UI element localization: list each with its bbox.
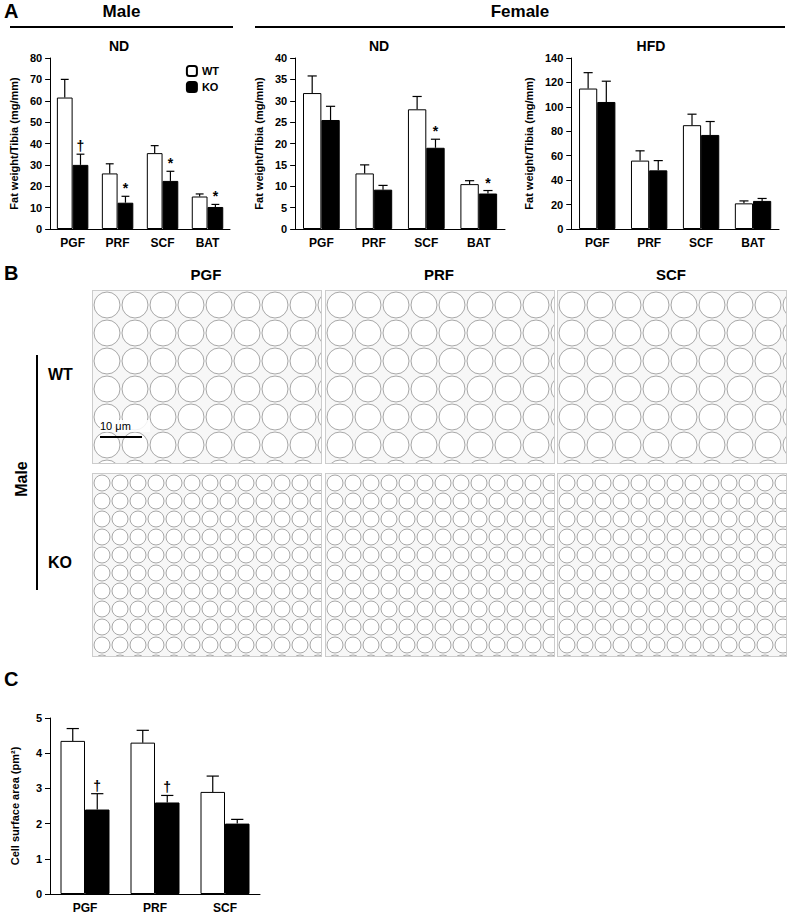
svg-text:PRF: PRF [362,236,386,250]
svg-text:PRF: PRF [106,236,130,250]
svg-text:0: 0 [36,888,42,900]
svg-text:PGF: PGF [309,236,334,250]
svg-text:20: 20 [30,180,42,192]
svg-text:PRF: PRF [637,236,661,250]
svg-text:10: 10 [275,180,287,192]
html-text:C: C [4,668,19,690]
html-text:B: B [4,262,19,284]
svg-text:50: 50 [30,116,42,128]
svg-text:PGF: PGF [585,236,610,250]
svg-text:40: 40 [30,138,42,150]
svg-text:5: 5 [281,202,287,214]
svg-text:HFD: HFD [637,38,666,54]
svg-text:60: 60 [551,150,563,162]
svg-text:10: 10 [30,202,42,214]
svg-text:25: 25 [275,116,287,128]
svg-text:†: † [163,779,171,795]
svg-text:*: * [433,123,439,139]
svg-text:SCF: SCF [151,236,175,250]
svg-text:1: 1 [36,853,42,865]
svg-text:BAT: BAT [467,236,491,250]
svg-text:5: 5 [36,712,42,724]
html-text:PGF: PGF [190,266,222,283]
svg-text:35: 35 [275,73,287,85]
svg-text:SCF: SCF [414,236,438,250]
svg-text:40: 40 [275,52,287,64]
svg-text:120: 120 [545,76,563,88]
html-text:WT: WT [48,366,73,383]
svg-text:BAT: BAT [741,236,765,250]
svg-text:Fat weight/Tibia (mg/mm): Fat weight/Tibia (mg/mm) [8,77,20,210]
svg-text:SCF: SCF [689,236,713,250]
html-text:10 μm: 10 μm [100,420,131,432]
svg-text:SCF: SCF [213,901,237,915]
svg-text:30: 30 [30,159,42,171]
svg-text:Fat weight/Tibia (mg/mm): Fat weight/Tibia (mg/mm) [253,77,265,210]
svg-text:80: 80 [30,52,42,64]
svg-text:20: 20 [551,199,563,211]
html-text:PRF: PRF [424,266,454,283]
html-text:KO: KO [48,554,72,571]
svg-text:2: 2 [36,818,42,830]
svg-text:4: 4 [36,747,43,759]
svg-text:100: 100 [545,101,563,113]
svg-text:PGF: PGF [73,901,98,915]
svg-text:*: * [485,175,491,191]
html-text:Male: Male [102,2,141,21]
svg-text:ND: ND [109,38,129,54]
svg-text:BAT: BAT [196,236,220,250]
svg-text:0: 0 [281,223,287,235]
svg-text:ND: ND [369,38,389,54]
html-text:Male: Male [13,461,30,497]
svg-text:30: 30 [275,95,287,107]
svg-text:60: 60 [30,95,42,107]
svg-text:Fat weight/Tibia (mg/mm): Fat weight/Tibia (mg/mm) [523,77,535,210]
html-text:A: A [4,0,19,22]
svg-text:140: 140 [545,52,563,64]
svg-text:PGF: PGF [60,236,85,250]
svg-text:PRF: PRF [143,901,167,915]
svg-text:20: 20 [275,138,287,150]
svg-text:KO: KO [202,81,219,93]
svg-text:70: 70 [30,73,42,85]
svg-text:40: 40 [551,174,563,186]
svg-text:0: 0 [557,223,563,235]
svg-text:WT: WT [202,65,219,77]
svg-text:15: 15 [275,159,287,171]
svg-text:†: † [93,778,101,794]
svg-text:80: 80 [551,125,563,137]
svg-text:0: 0 [36,223,42,235]
svg-text:†: † [77,138,85,154]
html-text:Female: Female [490,2,550,21]
svg-text:*: * [123,180,129,196]
svg-text:*: * [213,188,219,204]
html-text:SCF: SCF [656,266,686,283]
svg-text:3: 3 [36,782,42,794]
svg-text:Cell surface area (pm²): Cell surface area (pm²) [9,746,21,865]
svg-text:*: * [168,155,174,171]
